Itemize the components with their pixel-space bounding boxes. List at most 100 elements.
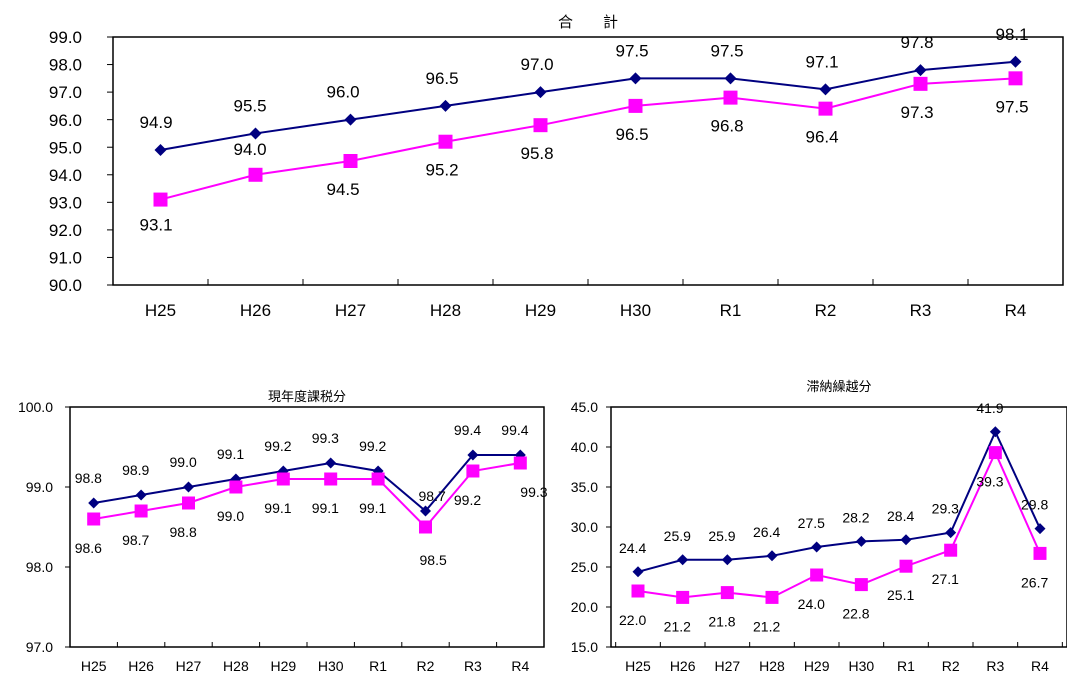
- y-tick-label: 91.0: [49, 249, 82, 268]
- data-label: 94.5: [327, 180, 360, 199]
- x-tick-label: R3: [464, 658, 482, 674]
- data-point-square: [810, 568, 824, 582]
- data-label: 99.2: [359, 438, 386, 454]
- data-label: 41.9: [976, 400, 1003, 416]
- data-label: 99.1: [359, 500, 386, 516]
- y-tick-label: 15.0: [571, 639, 598, 655]
- data-point-square: [438, 134, 453, 149]
- data-label: 22.0: [619, 612, 646, 628]
- y-tick-label: 96.0: [49, 111, 82, 130]
- y-tick-label: 20.0: [571, 599, 598, 615]
- data-label: 99.3: [312, 430, 339, 446]
- data-point-square: [134, 504, 148, 518]
- x-tick-label: R1: [897, 658, 915, 674]
- data-point-square: [229, 480, 243, 494]
- data-point-diamond: [989, 426, 1001, 438]
- series-line-2: [637, 450, 1041, 599]
- y-tick-label: 97.0: [26, 639, 53, 655]
- data-point-diamond: [439, 99, 452, 112]
- data-point-diamond: [629, 72, 642, 85]
- data-label: 21.8: [708, 614, 735, 630]
- data-label: 97.5: [996, 97, 1029, 116]
- x-tick-label: H25: [625, 658, 651, 674]
- series-line-1: [160, 60, 1016, 151]
- data-point-diamond: [1009, 55, 1022, 68]
- data-point-square: [182, 496, 195, 510]
- data-label: 96.5: [616, 125, 649, 144]
- data-point-square: [371, 472, 385, 486]
- data-point-square: [988, 446, 1002, 460]
- data-label: 97.0: [521, 55, 554, 74]
- x-tick-label: H25: [81, 658, 107, 674]
- x-tick-label: R3: [986, 658, 1004, 674]
- x-tick-label: H25: [145, 301, 176, 320]
- data-point-square: [1033, 546, 1047, 560]
- series-line-2: [93, 462, 521, 529]
- data-point-square: [944, 543, 958, 557]
- data-label: 97.5: [616, 41, 649, 60]
- y-tick-label: 45.0: [571, 399, 598, 415]
- data-label: 99.2: [264, 438, 291, 454]
- data-label: 97.8: [901, 33, 934, 52]
- data-point-diamond: [344, 113, 357, 126]
- x-tick-label: R4: [1005, 301, 1027, 320]
- y-tick-label: 93.0: [49, 193, 82, 212]
- y-tick-label: 94.0: [49, 166, 82, 185]
- data-point-square: [720, 586, 734, 600]
- data-label: 21.2: [753, 618, 780, 634]
- data-point-square: [513, 456, 527, 470]
- x-tick-label: R4: [1031, 658, 1049, 674]
- x-tick-label: R2: [417, 658, 435, 674]
- data-point-square: [854, 578, 868, 592]
- data-point-square: [765, 590, 779, 604]
- data-point-diamond: [249, 127, 262, 140]
- data-point-square: [676, 590, 690, 604]
- data-label: 96.5: [426, 69, 459, 88]
- data-label: 26.7: [1021, 574, 1048, 590]
- data-label: 98.8: [75, 470, 102, 486]
- data-point-diamond: [945, 527, 957, 539]
- x-tick-label: H29: [270, 658, 296, 674]
- x-tick-label: H30: [318, 658, 344, 674]
- x-tick-label: H26: [240, 301, 271, 320]
- x-tick-label: H27: [714, 658, 740, 674]
- y-tick-label: 35.0: [571, 479, 598, 495]
- data-point-diamond: [677, 554, 689, 566]
- data-label: 99.4: [454, 422, 481, 438]
- x-tick-label: H28: [430, 301, 461, 320]
- series-line-1: [637, 429, 1041, 573]
- data-point-diamond: [88, 497, 100, 509]
- data-point-square: [248, 167, 263, 182]
- x-tick-label: H28: [223, 658, 249, 674]
- y-tick-label: 100.0: [18, 399, 53, 415]
- data-point-diamond: [420, 505, 431, 517]
- data-point-diamond: [855, 535, 867, 547]
- data-point-diamond: [819, 83, 832, 96]
- data-label: 98.7: [122, 532, 149, 548]
- data-label: 98.7: [419, 488, 446, 504]
- data-label: 24.4: [619, 540, 646, 556]
- x-tick-label: R2: [815, 301, 837, 320]
- data-point-square: [533, 118, 548, 133]
- data-point-diamond: [183, 481, 194, 493]
- data-point-square: [913, 76, 928, 91]
- x-tick-label: H30: [848, 658, 874, 674]
- chart-total: 合 計 90.0 91.0 92.0 93.0 94.0 95.0 96.0 97.0 98.0 9…: [49, 14, 1064, 320]
- data-label: 95.8: [521, 144, 554, 163]
- x-tick-label: R4: [511, 658, 529, 674]
- y-tick-label: 97.0: [49, 83, 82, 102]
- data-label: 98.5: [420, 552, 447, 568]
- x-tick-label: H29: [804, 658, 830, 674]
- data-point-diamond: [1034, 523, 1046, 535]
- data-label: 99.1: [312, 500, 339, 516]
- chart-title: 合 計: [558, 14, 618, 31]
- data-label: 25.9: [664, 528, 691, 544]
- x-tick-label: H28: [759, 658, 785, 674]
- y-tick-label: 98.0: [49, 56, 82, 75]
- y-tick-label: 90.0: [49, 276, 82, 295]
- data-label: 96.4: [806, 128, 839, 147]
- x-tick-label: H26: [128, 658, 154, 674]
- data-point-diamond: [135, 489, 147, 501]
- y-tick-label: 99.0: [49, 28, 82, 47]
